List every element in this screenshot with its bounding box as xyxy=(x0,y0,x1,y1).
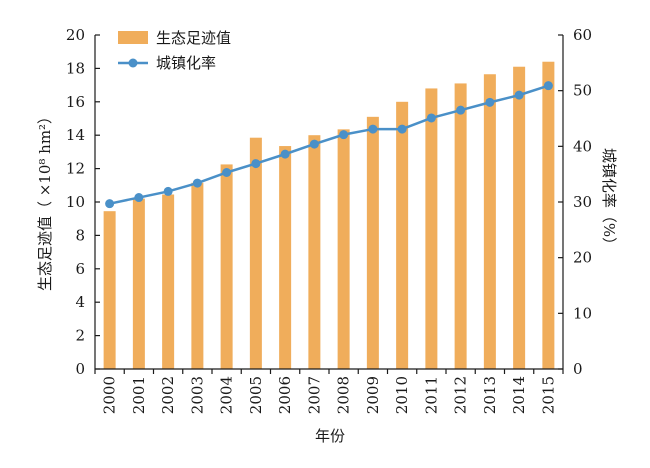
bar-2010 xyxy=(396,101,409,370)
bar-2007 xyxy=(308,135,321,369)
bar-2011 xyxy=(425,88,438,369)
right-tick-label: 50 xyxy=(573,82,592,100)
right-tick-label: 0 xyxy=(573,360,583,378)
left-tick-label: 14 xyxy=(66,126,85,144)
bar-2012 xyxy=(454,83,467,370)
left-tick-label: 20 xyxy=(66,26,85,44)
x-tick-label: 2005 xyxy=(247,376,265,414)
urbanization-point-2001 xyxy=(134,193,144,203)
bar-2008 xyxy=(337,129,350,369)
left-tick-label: 0 xyxy=(75,360,85,378)
right-tick-labels: 0 10 20 30 40 50 60 xyxy=(573,26,592,378)
legend-line-marker xyxy=(128,58,138,68)
x-tick-label: 2010 xyxy=(393,376,411,414)
legend-bar-label: 生态足迹值 xyxy=(156,29,231,47)
x-tick-label: 2003 xyxy=(188,376,206,414)
left-tick-labels: 0 2 4 6 8 10 12 14 16 18 20 xyxy=(66,26,85,378)
x-tick-labels: 2000 2001 2002 2003 2004 2005 2006 2007 2008 2009… xyxy=(101,376,558,414)
left-tick-label: 10 xyxy=(66,193,85,211)
urbanization-point-2008 xyxy=(339,130,349,140)
urbanization-point-2005 xyxy=(251,159,261,169)
left-tick-label: 16 xyxy=(66,93,85,111)
urbanization-point-2003 xyxy=(192,178,202,188)
bar-2002 xyxy=(162,194,175,369)
legend-bar-swatch xyxy=(118,31,148,44)
left-tick-label: 2 xyxy=(75,327,85,345)
bar-2015 xyxy=(542,61,555,369)
x-tick-label: 2007 xyxy=(305,376,323,414)
x-tick-label: 2002 xyxy=(159,376,177,414)
right-tick-label: 10 xyxy=(573,304,592,322)
bar-series xyxy=(103,61,555,370)
legend-line-label: 城镇化率 xyxy=(156,54,216,72)
urbanization-point-2000 xyxy=(105,199,115,209)
x-tick-label: 2013 xyxy=(481,376,499,414)
left-tick-label: 4 xyxy=(75,293,85,311)
x-tick-label: 2014 xyxy=(510,376,528,414)
x-tick-label: 2009 xyxy=(364,376,382,414)
x-axis-title: 年份 xyxy=(315,427,345,445)
urbanization-point-2009 xyxy=(368,124,378,134)
x-tick-label: 2012 xyxy=(452,376,470,414)
left-tick-label: 12 xyxy=(66,160,85,178)
urbanization-line xyxy=(109,84,549,205)
x-tick-label: 2004 xyxy=(218,376,236,414)
bar-2001 xyxy=(132,198,145,369)
urbanization-point-2004 xyxy=(222,167,232,177)
x-tick-label: 2011 xyxy=(422,376,440,414)
x-tick-label: 2006 xyxy=(276,376,294,414)
urbanization-point-2007 xyxy=(309,139,319,149)
left-axis-title: 生态足迹值（ ×10⁸ hm²） xyxy=(36,109,54,291)
urbanization-point-2012 xyxy=(456,105,466,115)
bar-2005 xyxy=(249,137,262,369)
urbanization-point-2013 xyxy=(485,97,495,107)
left-tick-label: 6 xyxy=(75,260,85,278)
right-tick-label: 60 xyxy=(573,26,592,44)
legend: 生态足迹值 城镇化率 xyxy=(118,29,231,72)
left-tick-label: 8 xyxy=(75,226,85,244)
x-tick-label: 2015 xyxy=(539,376,557,414)
bar-2009 xyxy=(366,116,379,369)
x-tick-label: 2000 xyxy=(101,376,119,414)
right-tick-label: 20 xyxy=(573,249,592,267)
bar-2014 xyxy=(513,66,526,369)
bar-2000 xyxy=(103,211,116,369)
bar-2004 xyxy=(220,164,233,369)
urbanization-point-2002 xyxy=(163,186,173,196)
x-tick-label: 2008 xyxy=(335,376,353,414)
urbanization-point-2006 xyxy=(280,149,290,159)
right-axis-title: 城镇化率（%） xyxy=(600,148,618,252)
x-tick-label: 2001 xyxy=(130,376,148,414)
bar-2003 xyxy=(191,182,204,369)
bar-2006 xyxy=(279,146,292,369)
urbanization-point-2010 xyxy=(397,124,407,134)
urbanization-point-2014 xyxy=(514,90,524,100)
right-tick-label: 30 xyxy=(573,193,592,211)
line-series xyxy=(105,81,553,209)
left-tick-label: 18 xyxy=(66,59,85,77)
right-tick-label: 40 xyxy=(573,137,592,155)
axes xyxy=(94,34,564,374)
urbanization-point-2015 xyxy=(543,81,553,91)
bar-2013 xyxy=(483,74,496,370)
urbanization-point-2011 xyxy=(426,113,436,123)
